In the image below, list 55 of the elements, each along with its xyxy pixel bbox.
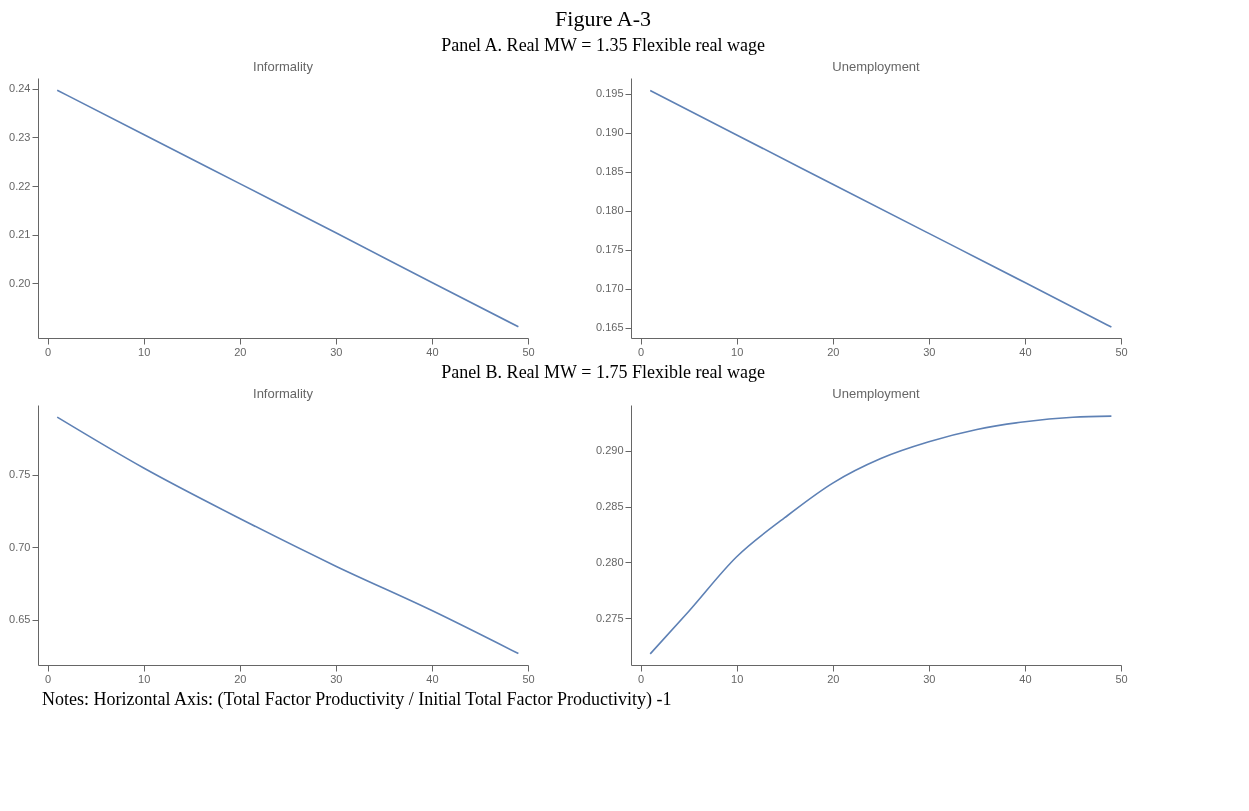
text: Panel B. Real MW = 1.75 Flexible real wage: [441, 362, 765, 382]
x-tick-label: 10: [731, 672, 744, 685]
x-tick-label: 0: [638, 345, 645, 358]
x-tick-label: 10: [731, 345, 744, 358]
x-tick-label: 20: [827, 672, 840, 685]
x-tick-label: 50: [522, 345, 535, 358]
chart-title: Informality: [253, 59, 314, 74]
x-tick-label: 50: [522, 672, 535, 685]
x-tick-label: 30: [923, 345, 936, 358]
y-tick-label: 0.190: [595, 126, 624, 139]
y-tick-label: 0.75: [9, 468, 31, 481]
y-tick-label: 0.290: [595, 444, 624, 457]
x-tick-label: 10: [138, 672, 151, 685]
text: Panel A. Real MW = 1.35 Flexible real wage: [441, 35, 765, 55]
line-series: [649, 89, 1113, 328]
text: Notes: Horizontal Axis: (Total Factor Productivity / Initial Total Factor Productivity) -1: [42, 689, 672, 710]
y-tick-label: 0.280: [595, 555, 624, 568]
y-tick-label: 0.24: [9, 82, 31, 95]
y-tick-label: 0.170: [595, 282, 624, 295]
y-tick-label: 0.22: [9, 179, 31, 192]
chart-title: Informality: [253, 386, 314, 401]
y-tick-label: 0.65: [9, 613, 31, 626]
y-tick-label: 0.285: [595, 500, 624, 513]
y-tick-label: 0.20: [9, 276, 31, 289]
x-tick-label: 40: [1019, 345, 1032, 358]
y-tick-label: 0.70: [9, 540, 31, 553]
chart-title: Unemployment: [832, 59, 921, 74]
x-tick-label: 30: [923, 672, 936, 685]
x-tick-label: 30: [330, 345, 343, 358]
x-tick-label: 10: [138, 345, 151, 358]
x-tick-label: 40: [426, 345, 439, 358]
y-tick-label: 0.185: [595, 165, 624, 178]
chart-title: Unemployment: [832, 386, 921, 401]
x-tick-label: 0: [45, 345, 52, 358]
y-tick-label: 0.23: [9, 130, 31, 143]
x-tick-label: 40: [426, 672, 439, 685]
text: Figure A-3: [555, 6, 651, 31]
x-tick-label: 50: [1115, 345, 1128, 358]
x-tick-label: 40: [1019, 672, 1032, 685]
line-series: [56, 89, 520, 328]
x-tick-label: 0: [45, 672, 52, 685]
x-tick-label: 50: [1115, 672, 1128, 685]
y-tick-label: 0.175: [595, 243, 624, 256]
x-tick-label: 20: [234, 672, 247, 685]
line-series: [649, 415, 1113, 655]
y-tick-label: 0.195: [595, 87, 624, 100]
y-tick-label: 0.275: [595, 611, 624, 624]
x-tick-label: 0: [638, 672, 645, 685]
line-series: [56, 416, 520, 655]
y-tick-label: 0.165: [595, 321, 624, 334]
y-tick-label: 0.180: [595, 204, 624, 217]
y-tick-label: 0.21: [9, 228, 31, 241]
x-tick-label: 20: [827, 345, 840, 358]
x-tick-label: 20: [234, 345, 247, 358]
x-tick-label: 30: [330, 672, 343, 685]
